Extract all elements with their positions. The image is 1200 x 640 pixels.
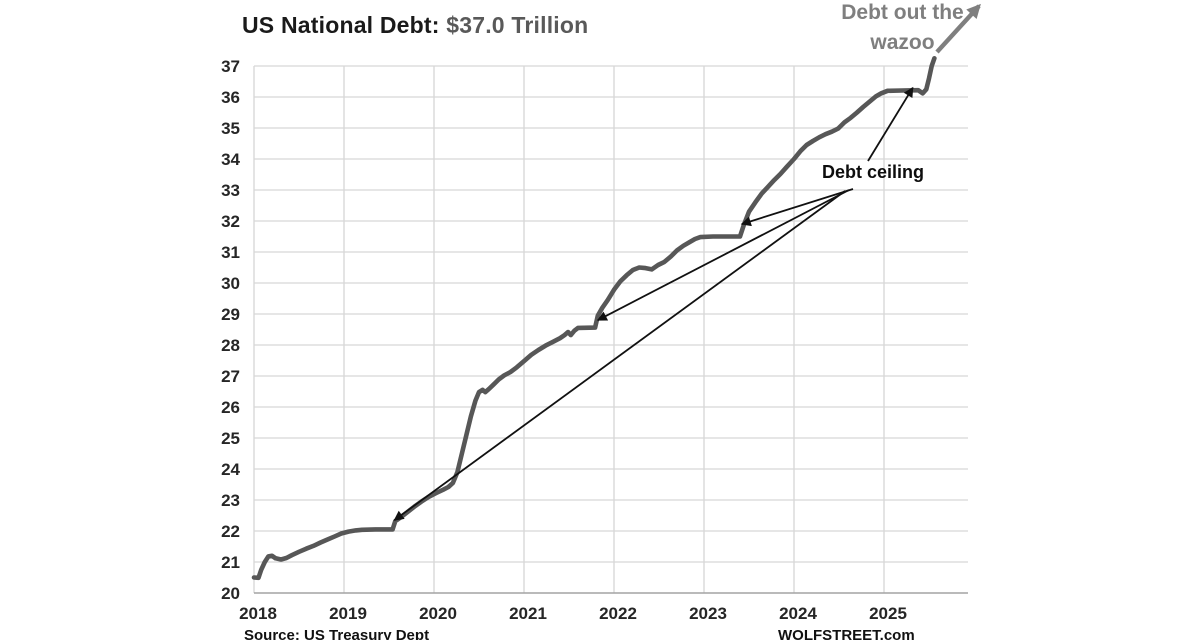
wazoo-annotation-line2: wazoo <box>870 31 935 54</box>
y-tick-label: 24 <box>221 460 240 479</box>
annotation-arrows <box>393 3 981 521</box>
debt-ceiling-label: Debt ceiling <box>822 162 925 182</box>
chart-title-value: $37.0 Trillion <box>446 12 589 38</box>
x-tick-label: 2018 <box>239 604 277 623</box>
source-credit: Source: US Treasury Dept <box>244 627 430 640</box>
y-tick-label: 26 <box>221 398 240 417</box>
y-tick-label: 29 <box>221 305 240 324</box>
y-tick-label: 36 <box>221 88 240 107</box>
y-tick-label: 21 <box>221 553 240 572</box>
y-tick-label: 25 <box>221 429 240 448</box>
x-tick-label: 2025 <box>869 604 907 623</box>
debt-ceiling-arrow <box>596 189 850 321</box>
y-tick-label: 22 <box>221 522 240 541</box>
y-tick-label: 30 <box>221 274 240 293</box>
x-tick-label: 2023 <box>689 604 727 623</box>
y-tick-label: 33 <box>221 181 240 200</box>
debt-line-series <box>251 55 937 581</box>
x-tick-label: 2022 <box>599 604 637 623</box>
y-tick-label: 32 <box>221 212 240 231</box>
x-tick-label: 2021 <box>509 604 547 623</box>
chart-title-label: US National Debt: <box>242 12 440 38</box>
gridlines <box>253 65 968 594</box>
y-tick-label: 28 <box>221 336 240 355</box>
debt-ceiling-arrow <box>740 188 854 227</box>
wazoo-arrow <box>935 3 981 54</box>
y-tick-label: 31 <box>221 243 240 262</box>
y-tick-label: 35 <box>221 119 240 138</box>
national-debt-line <box>251 55 937 581</box>
axis-tick-labels: 2021222324252627282930313233343536372018… <box>221 57 907 623</box>
wazoo-annotation: Debt out the wazoo <box>790 0 1015 58</box>
x-tick-label: 2019 <box>329 604 367 623</box>
y-tick-label: 37 <box>221 57 240 76</box>
y-tick-label: 20 <box>221 584 240 603</box>
y-tick-label: 23 <box>221 491 240 510</box>
debt-ceiling-arrow <box>393 190 846 521</box>
wazoo-annotation-line1: Debt out the <box>841 1 964 24</box>
y-tick-label: 34 <box>221 150 240 169</box>
chart-title: US National Debt: $37.0 Trillion <box>242 12 588 39</box>
x-tick-label: 2024 <box>779 604 817 623</box>
y-tick-label: 27 <box>221 367 240 386</box>
site-credit: WOLFSTREET.com <box>778 627 915 640</box>
x-tick-label: 2020 <box>419 604 457 623</box>
debt-ceiling-arrow <box>867 86 914 162</box>
